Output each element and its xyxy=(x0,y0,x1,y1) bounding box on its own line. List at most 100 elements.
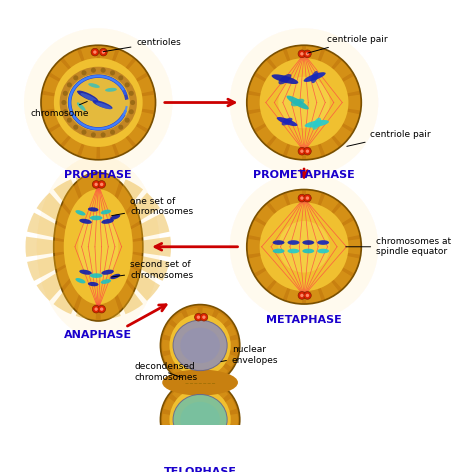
Circle shape xyxy=(129,109,134,114)
Circle shape xyxy=(73,76,78,80)
Wedge shape xyxy=(98,51,133,102)
Ellipse shape xyxy=(79,219,92,224)
Wedge shape xyxy=(172,312,200,346)
Wedge shape xyxy=(26,236,98,257)
Text: chromosome: chromosome xyxy=(30,101,89,118)
Text: centriole pair: centriole pair xyxy=(347,130,430,146)
Circle shape xyxy=(100,307,103,311)
Wedge shape xyxy=(200,382,214,420)
Text: centrioles: centrioles xyxy=(103,38,181,51)
Circle shape xyxy=(298,194,306,202)
Wedge shape xyxy=(270,51,304,102)
Ellipse shape xyxy=(278,77,330,128)
Wedge shape xyxy=(164,324,200,346)
Wedge shape xyxy=(98,76,153,102)
Wedge shape xyxy=(51,61,98,102)
Wedge shape xyxy=(200,420,214,457)
Ellipse shape xyxy=(96,102,112,110)
Ellipse shape xyxy=(100,279,111,284)
Wedge shape xyxy=(76,247,98,320)
Wedge shape xyxy=(304,247,321,303)
Ellipse shape xyxy=(169,388,231,451)
Wedge shape xyxy=(162,414,200,426)
Ellipse shape xyxy=(304,72,326,82)
Wedge shape xyxy=(98,193,160,247)
Wedge shape xyxy=(27,247,98,281)
Ellipse shape xyxy=(162,370,238,396)
Wedge shape xyxy=(164,420,200,441)
Ellipse shape xyxy=(92,100,112,109)
Wedge shape xyxy=(64,102,98,154)
Wedge shape xyxy=(172,387,200,420)
Ellipse shape xyxy=(81,93,98,102)
Ellipse shape xyxy=(317,240,329,245)
Wedge shape xyxy=(98,46,116,102)
Wedge shape xyxy=(287,191,304,247)
Ellipse shape xyxy=(160,304,240,386)
Ellipse shape xyxy=(77,91,98,102)
Ellipse shape xyxy=(273,240,284,245)
Circle shape xyxy=(300,52,304,56)
Circle shape xyxy=(195,313,202,321)
Wedge shape xyxy=(287,46,304,102)
Wedge shape xyxy=(200,324,237,346)
Ellipse shape xyxy=(180,402,220,438)
Wedge shape xyxy=(200,398,237,420)
Circle shape xyxy=(67,82,72,87)
Wedge shape xyxy=(98,247,160,301)
Ellipse shape xyxy=(173,395,227,445)
Circle shape xyxy=(306,294,309,297)
Wedge shape xyxy=(248,239,304,254)
Ellipse shape xyxy=(54,58,143,147)
Wedge shape xyxy=(54,179,98,247)
Wedge shape xyxy=(304,247,338,299)
Ellipse shape xyxy=(302,240,314,245)
Ellipse shape xyxy=(90,273,102,278)
Text: decondensed
chromosomes: decondensed chromosomes xyxy=(134,362,198,382)
Wedge shape xyxy=(186,308,200,346)
Ellipse shape xyxy=(88,282,99,287)
Circle shape xyxy=(94,183,98,186)
Wedge shape xyxy=(27,212,98,247)
Ellipse shape xyxy=(247,189,361,304)
Wedge shape xyxy=(256,61,304,102)
Ellipse shape xyxy=(288,249,300,253)
Ellipse shape xyxy=(75,278,85,283)
Wedge shape xyxy=(98,95,155,110)
Ellipse shape xyxy=(105,88,117,92)
Wedge shape xyxy=(256,247,304,288)
Circle shape xyxy=(101,51,105,54)
Circle shape xyxy=(125,82,130,87)
Ellipse shape xyxy=(260,202,348,291)
Wedge shape xyxy=(98,102,146,144)
Ellipse shape xyxy=(311,71,318,83)
Ellipse shape xyxy=(110,274,120,279)
Ellipse shape xyxy=(88,83,100,88)
Circle shape xyxy=(197,446,200,450)
Wedge shape xyxy=(270,102,304,154)
Circle shape xyxy=(82,70,87,76)
Wedge shape xyxy=(304,46,321,102)
Wedge shape xyxy=(200,312,228,346)
Text: nuclear
envelopes: nuclear envelopes xyxy=(221,345,278,365)
Circle shape xyxy=(129,91,134,96)
Circle shape xyxy=(298,147,306,155)
Ellipse shape xyxy=(305,120,329,127)
Wedge shape xyxy=(98,61,146,102)
Ellipse shape xyxy=(88,207,99,211)
Wedge shape xyxy=(248,95,304,110)
Circle shape xyxy=(100,183,103,186)
Wedge shape xyxy=(270,247,304,299)
Ellipse shape xyxy=(90,216,102,220)
Ellipse shape xyxy=(110,214,120,220)
Circle shape xyxy=(91,132,96,137)
Wedge shape xyxy=(304,102,359,129)
Wedge shape xyxy=(304,76,359,102)
Circle shape xyxy=(197,315,200,319)
Ellipse shape xyxy=(260,58,348,147)
Wedge shape xyxy=(304,191,321,247)
Wedge shape xyxy=(304,195,338,247)
Wedge shape xyxy=(200,308,214,346)
Wedge shape xyxy=(249,220,304,247)
Ellipse shape xyxy=(100,210,111,214)
